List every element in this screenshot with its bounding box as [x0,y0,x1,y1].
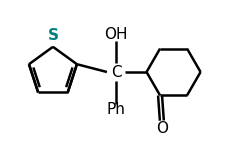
Text: C: C [111,65,121,80]
Text: Ph: Ph [106,102,125,117]
Text: OH: OH [104,27,128,42]
Text: S: S [47,28,58,43]
Text: O: O [156,121,168,136]
